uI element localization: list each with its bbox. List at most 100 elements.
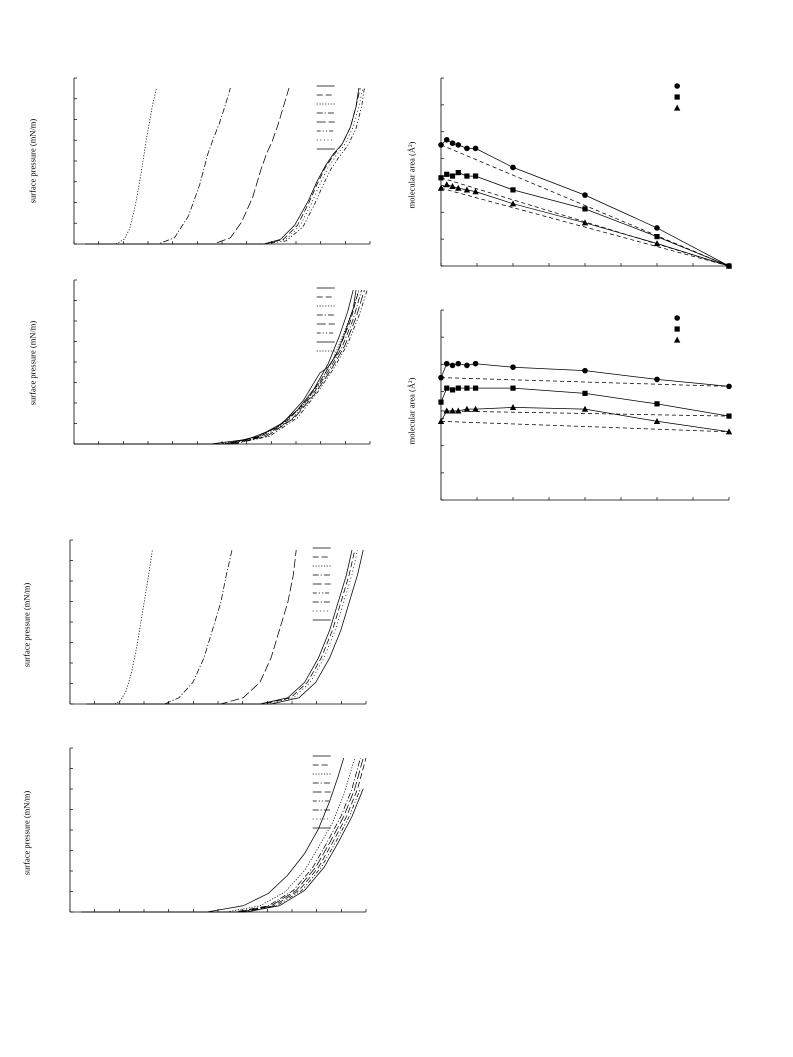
molecular-area-1-legend-square-marker: [674, 94, 680, 100]
molecular-area-2-square-marker: [654, 401, 660, 407]
molecular-area-1-circle-marker: [464, 145, 470, 152]
molecular-area-2-data-line-1: [440, 387, 730, 417]
molecular-area-2-triangle-marker: [463, 405, 471, 412]
molecular-area-1-legend-triangle-marker: [673, 104, 681, 111]
isotherm-4-series-1: [81, 757, 356, 913]
molecular-area-2-triangle-marker: [455, 407, 462, 414]
molecular-area-2-circle-marker: [654, 376, 660, 383]
isotherm-2-series-0: [74, 289, 354, 445]
molecular-area-2-data-line-0: [440, 363, 730, 387]
isotherm-4-series-2: [81, 757, 361, 913]
molecular-area-1-plot: [437, 77, 733, 269]
isotherm-1-series-1: [85, 87, 231, 245]
molecular-area-2-circle-marker: [455, 360, 462, 367]
molecular-area-1-triangle-marker: [443, 181, 450, 188]
isotherm-1-series-3: [85, 87, 360, 245]
isotherm-3-series-4: [86, 549, 356, 705]
isotherm-4-series-5: [81, 788, 361, 913]
molecular-area-1-circle-marker: [455, 142, 462, 148]
molecular-area-1-circle-marker: [510, 164, 516, 171]
molecular-area-2-ylabel: molecular area (Å²): [406, 377, 417, 445]
molecular-area-2-square-marker: [438, 399, 444, 405]
molecular-area-2-triangle-marker: [725, 428, 733, 435]
molecular-area-2-square-marker: [582, 390, 588, 396]
molecular-area-1-data-line-1: [440, 172, 730, 267]
molecular-area-2-square-marker: [455, 385, 461, 391]
molecular-area-1-data-line-2: [440, 184, 730, 267]
molecular-area-2-triangle-marker: [449, 407, 456, 414]
molecular-area-1-ylabel: molecular area (Å²): [406, 141, 417, 209]
molecular-area-2-circle-marker: [443, 360, 450, 367]
molecular-area-1-square-marker: [449, 173, 456, 179]
molecular-area-2-square-marker: [444, 385, 450, 391]
isotherm-2-series-1: [74, 289, 360, 445]
isotherm-1-series-5: [85, 87, 364, 245]
molecular-area-1-data-line-0: [440, 139, 730, 267]
isotherm-3-series-1: [86, 549, 233, 705]
molecular-area-1-circle-marker: [472, 145, 479, 152]
isotherm-3-plot: [69, 539, 367, 705]
molecular-area-1-circle-marker: [449, 140, 456, 146]
isotherm-1-series-4: [85, 87, 361, 245]
isotherm-1-series-6: [85, 87, 365, 245]
molecular-area-1-fit-line-0: [440, 144, 730, 267]
molecular-area-2-square-marker: [472, 385, 479, 391]
molecular-area-2-triangle-marker: [653, 417, 661, 424]
isotherm-4-series-0: [81, 757, 345, 913]
molecular-area-2-square-marker: [726, 413, 732, 419]
isotherm-3-series-3: [86, 549, 353, 705]
molecular-area-1-triangle-marker: [509, 200, 517, 207]
molecular-area-2-square-marker: [510, 385, 516, 391]
molecular-area-2-circle-marker: [438, 374, 444, 381]
isotherm-4-ylabel: surface pressure (mN/m): [21, 790, 32, 876]
isotherm-3-series-6: [86, 549, 364, 705]
molecular-area-1-triangle-marker: [463, 186, 471, 193]
molecular-area-2-circle-marker: [726, 383, 732, 390]
molecular-area-1-square-marker: [455, 170, 461, 176]
molecular-area-panel-1: molecular area (Å²): [400, 77, 740, 276]
molecular-area-1-triangle-marker: [449, 183, 456, 190]
molecular-area-1-square-marker: [582, 206, 588, 212]
molecular-area-2-fit-line-2: [440, 420, 730, 433]
molecular-area-1-circle-marker: [438, 142, 444, 148]
molecular-area-2-circle-marker: [464, 362, 470, 369]
isotherm-1-series-0: [85, 87, 157, 245]
molecular-area-1-circle-marker: [443, 136, 450, 143]
isotherm-panel-2: surface pressure (mN/m): [27, 279, 371, 450]
isotherm-2-series-2: [74, 289, 357, 445]
molecular-area-2-triangle-marker: [581, 405, 589, 412]
isotherm-4-plot: [69, 747, 367, 913]
molecular-area-1-square-marker: [472, 173, 479, 179]
isotherm-2-series-4: [74, 289, 362, 445]
molecular-area-2-circle-marker: [472, 360, 479, 367]
molecular-area-1-square-marker: [464, 173, 470, 179]
molecular-area-2-triangle-marker: [472, 405, 479, 412]
molecular-area-1-circle-marker: [582, 192, 588, 198]
isotherm-1-plot: [73, 77, 371, 245]
isotherm-3-series-2: [86, 549, 297, 705]
molecular-area-2-triangle-marker: [437, 417, 445, 424]
isotherm-4-series-6: [81, 788, 364, 913]
isotherm-1-ylabel: surface pressure (mN/m): [27, 118, 38, 204]
molecular-area-2-triangle-marker: [509, 403, 517, 410]
molecular-area-2-data-line-2: [440, 407, 730, 433]
isotherm-2-ylabel: surface pressure (mN/m): [27, 320, 38, 406]
molecular-area-1-square-marker: [444, 171, 450, 177]
molecular-area-2-square-marker: [464, 385, 470, 391]
molecular-area-1-square-marker: [654, 233, 660, 240]
molecular-area-2-fit-line-1: [440, 410, 730, 417]
isotherm-panel-4: surface pressure (mN/m): [21, 747, 374, 920]
isotherm-2-plot: [73, 279, 371, 445]
molecular-area-1-square-marker: [438, 175, 444, 181]
molecular-area-2-circle-marker: [449, 362, 456, 369]
molecular-area-panel-2: molecular area (Å²): [400, 309, 740, 510]
molecular-area-1-square-marker: [510, 187, 516, 193]
molecular-area-1-triangle-marker: [455, 184, 462, 191]
molecular-area-2-legend-triangle-marker: [673, 336, 681, 343]
isotherm-3-ylabel: surface pressure (mN/m): [21, 582, 32, 668]
molecular-area-1-legend-circle-marker: [674, 83, 680, 89]
molecular-area-1-triangle-marker: [437, 184, 445, 191]
molecular-area-2-legend-circle-marker: [674, 315, 680, 321]
molecular-area-1-triangle-marker: [581, 219, 589, 226]
isotherm-2-series-3: [74, 289, 360, 445]
